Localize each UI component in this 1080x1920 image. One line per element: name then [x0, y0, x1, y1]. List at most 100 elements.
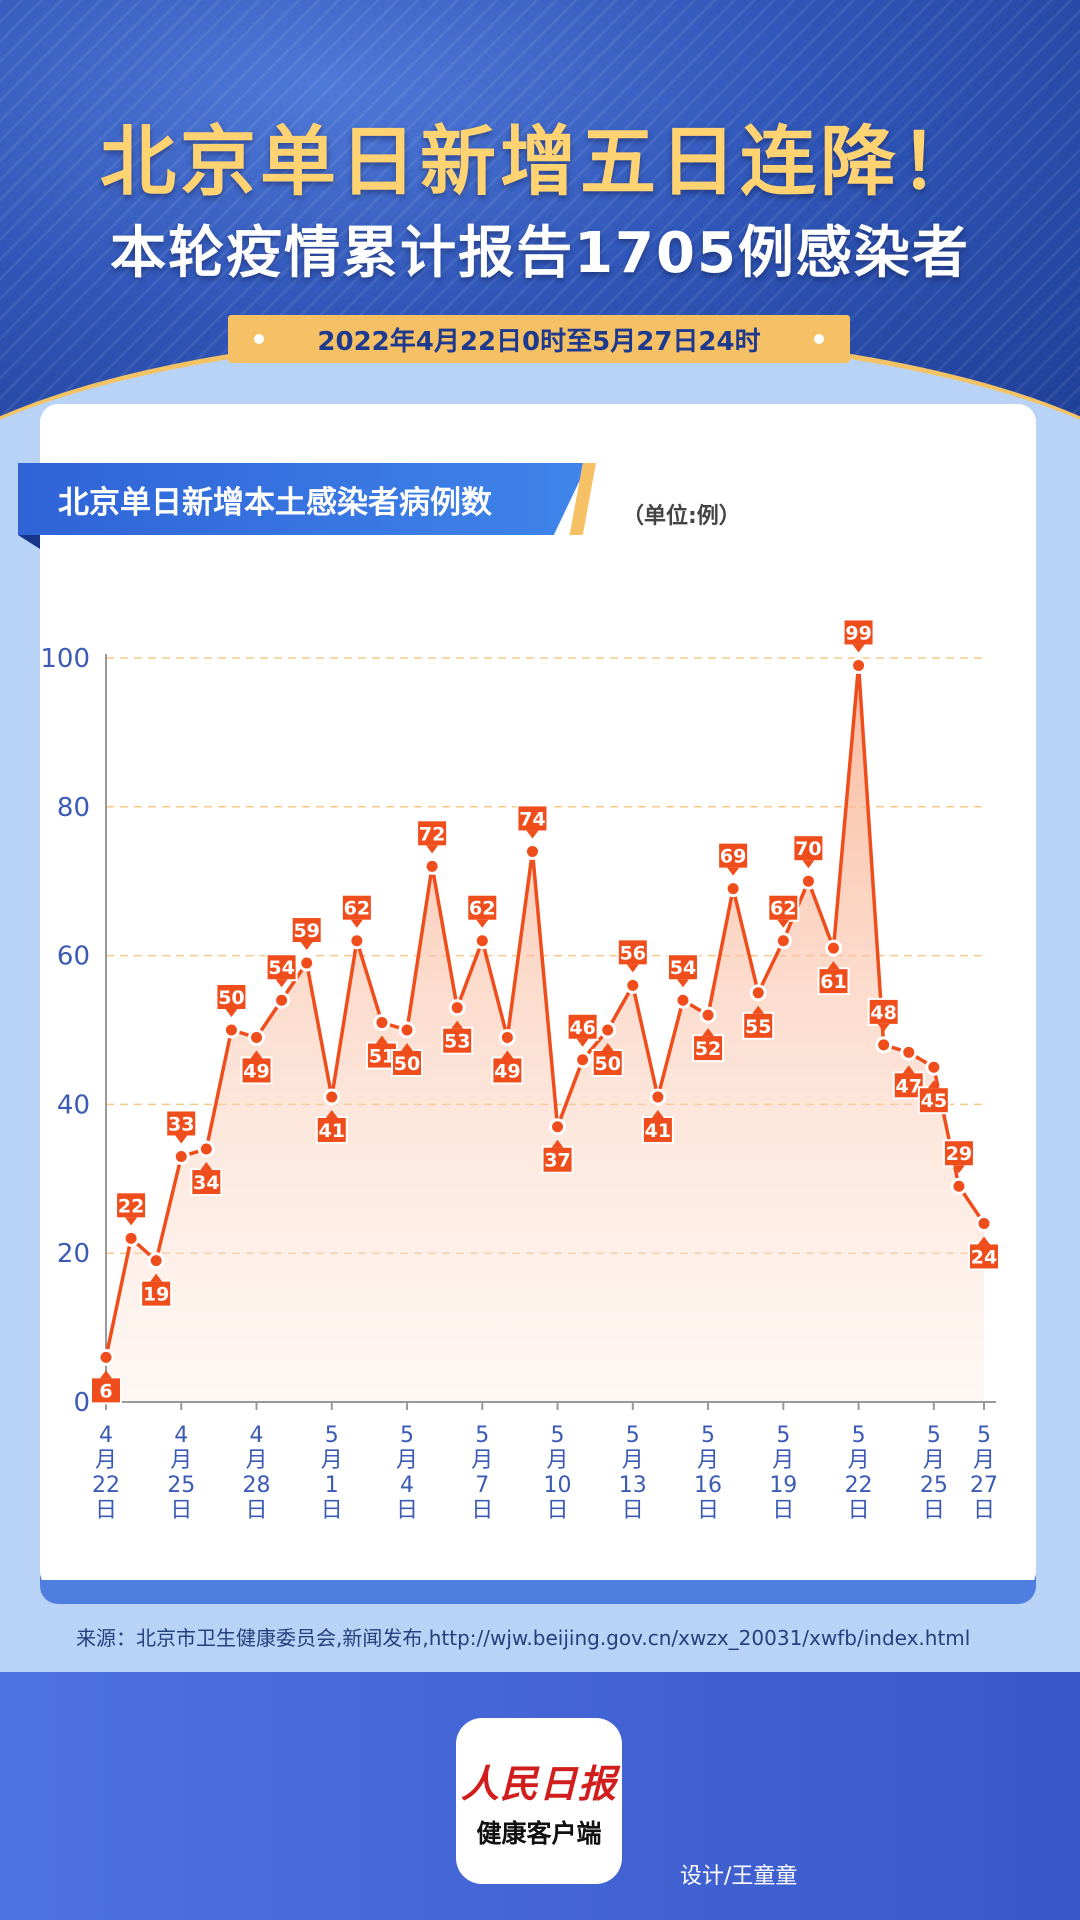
data-point: [824, 939, 842, 957]
data-label-pointer: [275, 979, 288, 988]
data-label-pointer: [551, 1139, 564, 1148]
data-label: 74: [516, 804, 549, 839]
data-label-pointer: [401, 1043, 414, 1051]
x-tick-label: 月: [622, 1448, 644, 1473]
data-label-box: [190, 1168, 223, 1197]
y-tick-label: 60: [57, 942, 90, 972]
data-label-box: [466, 893, 499, 922]
data-label-pointer: [626, 964, 639, 973]
data-label-box: [792, 834, 825, 863]
data-label: 54: [265, 953, 298, 988]
data-label-text: 37: [544, 1150, 570, 1172]
data-label-text: 74: [519, 808, 545, 830]
data-label-text: 50: [394, 1053, 420, 1075]
data-point: [850, 656, 868, 674]
data-label-box: [441, 1026, 474, 1055]
x-tick-label: 月: [471, 1448, 493, 1473]
data-label: 48: [867, 997, 900, 1032]
x-tick-label: 日: [973, 1498, 995, 1523]
data-label-box: [842, 618, 875, 647]
data-label-text: 62: [344, 898, 370, 920]
data-label-box: [416, 819, 449, 848]
x-tick-label: 5: [551, 1423, 565, 1448]
data-label-pointer: [476, 919, 489, 928]
data-label: 6: [90, 1370, 122, 1405]
x-tick-label: 10: [544, 1473, 572, 1498]
data-point: [674, 991, 692, 1009]
data-label-text: 52: [695, 1038, 721, 1060]
data-label-text: 59: [293, 920, 319, 942]
data-label: 72: [416, 819, 449, 854]
x-tick-label: 日: [547, 1498, 569, 1523]
data-point: [147, 1252, 165, 1270]
data-label: 46: [566, 1012, 599, 1047]
x-tick-label: 月: [95, 1448, 117, 1473]
x-tick-label: 27: [970, 1473, 998, 1498]
x-tick-label: 日: [471, 1498, 493, 1523]
data-label-text: 24: [971, 1246, 997, 1268]
x-tick-label: 25: [920, 1473, 948, 1498]
data-label-pointer: [325, 1109, 338, 1118]
data-point: [549, 1118, 567, 1136]
data-label: 45: [917, 1080, 950, 1115]
data-point: [473, 932, 491, 950]
data-label: 69: [717, 841, 750, 876]
data-label-box: [516, 804, 549, 833]
x-tick-label: 日: [622, 1498, 644, 1523]
data-point: [975, 1214, 993, 1232]
x-tick-label: 5: [325, 1423, 339, 1448]
data-label-box: [115, 1191, 148, 1220]
x-tick-label: 5: [852, 1423, 866, 1448]
data-label-pointer: [150, 1273, 163, 1282]
app-logo: 人民日报 健康客户端: [456, 1718, 622, 1884]
date-range-badge: 2022年4月22日0时至5月27日24时: [228, 315, 850, 363]
x-tick-label: 月: [321, 1448, 343, 1473]
data-label-box: [692, 1034, 725, 1063]
unit-label: （单位:例）: [622, 504, 741, 529]
x-tick-label: 日: [95, 1498, 117, 1523]
x-tick-label: 1: [325, 1473, 339, 1498]
data-label-pointer: [902, 1065, 915, 1074]
x-tick-label: 日: [396, 1498, 418, 1523]
x-tick-label: 日: [923, 1498, 945, 1523]
data-label: 24: [968, 1236, 1000, 1271]
y-tick-label: 0: [73, 1388, 90, 1418]
data-label: 22: [115, 1191, 148, 1226]
data-label-text: 22: [118, 1195, 144, 1217]
data-label-pointer: [125, 1217, 138, 1226]
data-label-pointer: [501, 1050, 514, 1059]
x-tick-label: 28: [243, 1473, 271, 1498]
data-point: [599, 1021, 617, 1039]
data-label: 99: [842, 618, 875, 653]
x-tick-label: 4: [400, 1473, 414, 1498]
data-label-text: 19: [143, 1284, 169, 1306]
data-label-text: 72: [419, 823, 445, 845]
data-point: [172, 1147, 190, 1165]
x-tick-label: 月: [170, 1448, 192, 1473]
headline: 北京单日新增五日连降！: [100, 117, 980, 206]
data-label-text: 46: [569, 1017, 595, 1039]
x-tick-label: 5: [977, 1423, 991, 1448]
x-tick-label: 月: [547, 1448, 569, 1473]
data-label: 29: [942, 1139, 975, 1174]
data-label-box: [591, 1049, 624, 1077]
x-tick-label: 5: [475, 1423, 489, 1448]
data-label-box: [240, 1056, 273, 1085]
x-tick-label: 13: [619, 1473, 647, 1498]
data-label: 59: [290, 916, 323, 951]
data-label-box: [315, 1115, 348, 1144]
x-tick-label: 7: [475, 1473, 489, 1498]
data-label-pointer: [676, 979, 689, 988]
data-point: [398, 1021, 416, 1039]
y-tick-label: 40: [57, 1090, 90, 1120]
data-label-box: [767, 893, 800, 922]
data-label-pointer: [752, 1005, 765, 1014]
x-tick-label: 5: [626, 1423, 640, 1448]
data-label-text: 99: [845, 622, 871, 644]
data-point: [875, 1036, 893, 1054]
data-point: [348, 932, 366, 950]
data-label-box: [867, 997, 900, 1026]
chart-title: 北京单日新增本土感染者病例数: [58, 484, 492, 521]
data-label-text: 61: [820, 971, 846, 993]
data-label-text: 54: [670, 957, 696, 979]
